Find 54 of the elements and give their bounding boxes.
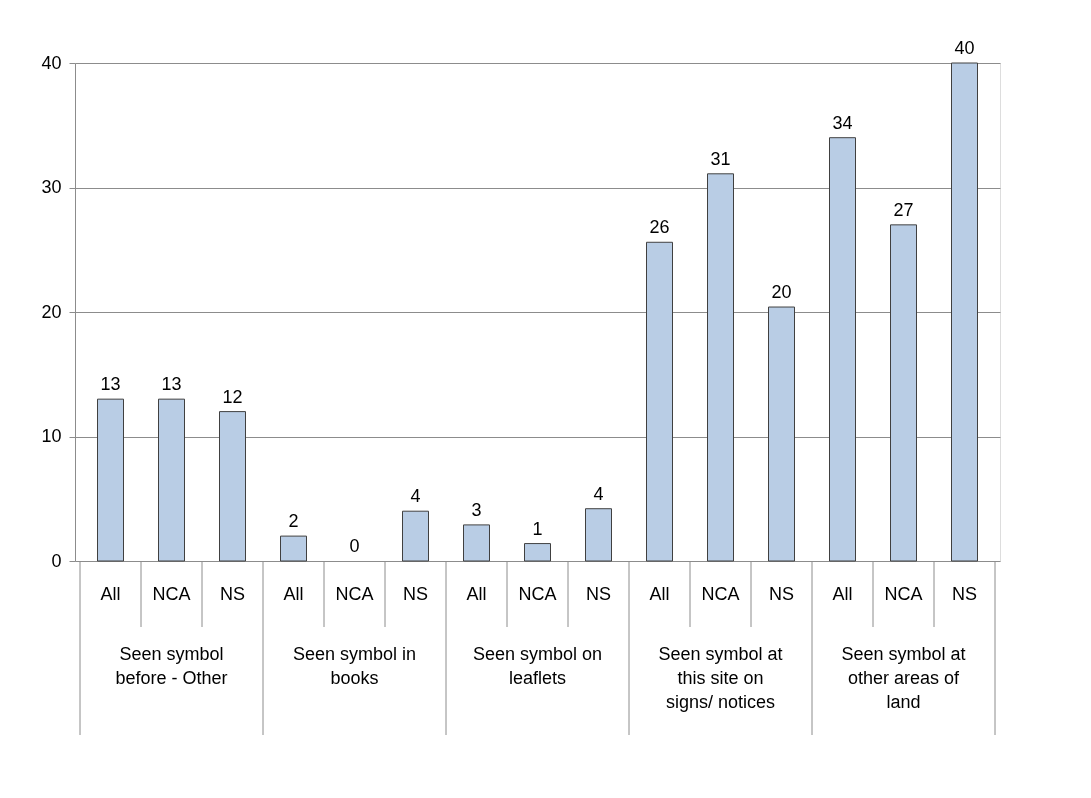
bar — [402, 510, 429, 562]
bar — [524, 543, 551, 562]
bar — [463, 524, 490, 562]
bar — [97, 398, 124, 562]
x-tick-label: NS — [219, 584, 246, 604]
data-label: 34 — [832, 112, 853, 133]
x-tick-label: All — [649, 584, 670, 604]
x-tick-label: NS — [768, 584, 795, 604]
data-label: 31 — [710, 148, 731, 169]
x-tick-label: NCA — [884, 584, 923, 604]
data-label: 2 — [288, 511, 299, 532]
data-label: 4 — [593, 483, 604, 504]
bar — [890, 224, 917, 562]
data-label: 20 — [771, 282, 792, 303]
bar — [707, 173, 734, 562]
x-tick-label: NCA — [518, 584, 557, 604]
bar — [585, 508, 612, 562]
data-label: 1 — [532, 518, 543, 539]
text: Seen symbol at this site on signs/ notices — [658, 644, 783, 712]
text: Seen symbol before - Other — [115, 644, 228, 688]
data-label: 40 — [954, 38, 975, 58]
x-tick-label: NCA — [152, 584, 191, 604]
x-tick-label: All — [832, 584, 853, 604]
bar — [768, 306, 795, 562]
y-tick-label: 0 — [51, 550, 62, 571]
x-tick-label: NCA — [701, 584, 740, 604]
bar — [951, 62, 978, 562]
data-label: 0 — [349, 536, 360, 556]
x-tick-label: NS — [585, 584, 612, 604]
x-tick-label: NS — [402, 584, 429, 604]
bar — [829, 137, 856, 562]
y-tick-label: 30 — [41, 177, 62, 197]
data-label: 27 — [893, 199, 914, 220]
data-label: 13 — [161, 374, 182, 395]
bar — [158, 398, 185, 562]
bar — [219, 411, 246, 562]
data-label: 3 — [471, 499, 482, 520]
text: Seen symbol on leaflets — [472, 644, 603, 688]
x-tick-label: All — [283, 584, 304, 604]
x-tick-label: NCA — [335, 584, 374, 604]
bar — [280, 535, 307, 562]
data-label: 26 — [649, 217, 670, 238]
y-tick-label: 20 — [41, 301, 62, 322]
data-label: 13 — [100, 374, 121, 395]
x-tick-label: All — [466, 584, 487, 604]
x-tick-label: All — [100, 584, 121, 604]
x-tick-label: NS — [951, 584, 978, 604]
text: Seen symbol at other areas of land — [841, 644, 966, 712]
data-label: 4 — [410, 486, 421, 507]
text: Seen symbol in books — [292, 644, 417, 688]
data-label: 12 — [222, 386, 243, 407]
y-tick-label: 40 — [41, 52, 62, 73]
y-tick-label: 10 — [41, 426, 62, 446]
bar — [646, 241, 673, 562]
